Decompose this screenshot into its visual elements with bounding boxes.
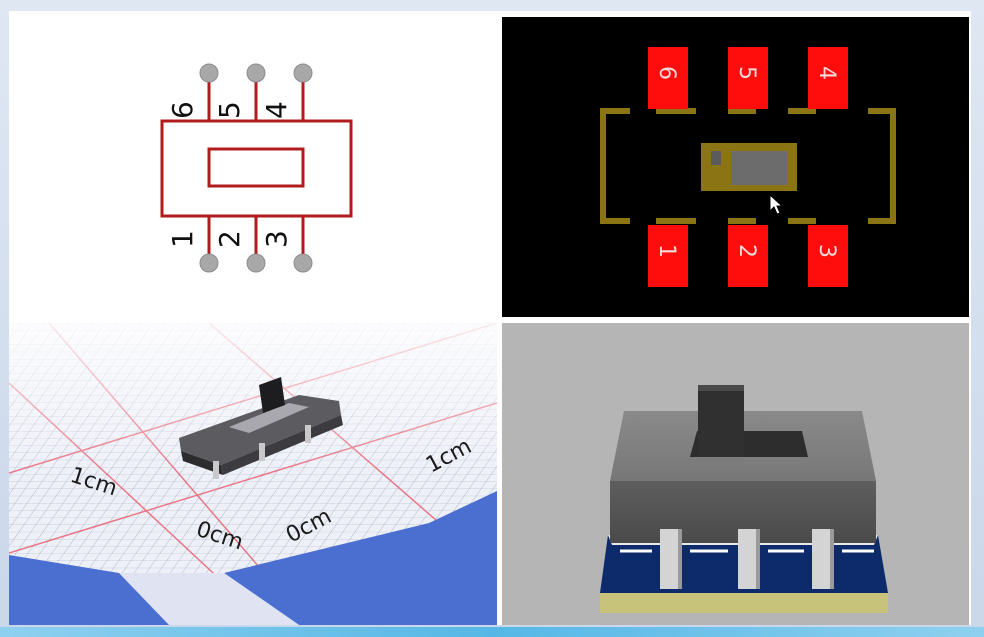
pad-number-1: 1 <box>654 244 679 258</box>
product-photo-panel: 1cm 1cm 0cm 0cm <box>9 323 497 625</box>
pin-dot-3 <box>293 253 313 273</box>
pad-number-6: 6 <box>654 66 679 80</box>
switch-body-outline <box>160 119 353 218</box>
silkscreen-left-bracket <box>600 108 630 224</box>
3d-model-render-panel <box>502 323 969 625</box>
mouse-cursor-icon <box>769 193 784 215</box>
pin-number-4: 4 <box>260 101 293 119</box>
silkscreen-right-bracket <box>868 108 896 224</box>
pad-number-3: 3 <box>814 244 839 258</box>
pin-dot-2 <box>246 253 266 273</box>
pin-dot-1 <box>199 253 219 273</box>
pad-number-4: 4 <box>814 66 839 80</box>
pin-number-1: 1 <box>166 230 199 248</box>
pad-3 <box>808 225 848 287</box>
pad-6 <box>648 47 688 109</box>
pad-4 <box>808 47 848 109</box>
actuator-notch <box>711 151 721 165</box>
actuator-slot <box>731 151 787 185</box>
slide-switch-photo <box>179 377 343 479</box>
blue-mat-right <box>224 491 497 625</box>
pin-number-2: 2 <box>213 230 246 248</box>
schematic-symbol-panel: 6 5 4 1 2 3 <box>9 11 497 317</box>
bottom-accent-strip <box>0 627 984 637</box>
switch-case-front <box>610 481 876 543</box>
pad-1 <box>648 225 688 287</box>
3d-model-render <box>502 323 969 625</box>
pad-5 <box>728 47 768 109</box>
pcb-footprint-panel: 6 5 4 1 2 3 <box>502 17 969 317</box>
pad-number-2: 2 <box>734 244 759 258</box>
pcb-footprint: 6 5 4 1 2 3 <box>600 47 896 287</box>
pin-front-1 <box>660 529 682 589</box>
pin-number-6: 6 <box>166 101 199 119</box>
pad-2 <box>728 225 768 287</box>
pad-number-5: 5 <box>734 66 759 80</box>
pin-front-2 <box>738 529 760 589</box>
slider-actuator-knob <box>698 385 744 457</box>
pin-dot-4 <box>293 63 313 83</box>
pin-number-5: 5 <box>213 101 246 119</box>
switch-actuator-outline <box>207 147 305 188</box>
pin-dot-5 <box>246 63 266 83</box>
schematic-symbol: 6 5 4 1 2 3 <box>160 63 353 273</box>
product-photo: 1cm 1cm 0cm 0cm <box>9 323 497 625</box>
pin-front-3 <box>812 529 834 589</box>
pin-number-3: 3 <box>260 230 293 248</box>
pin-dot-6 <box>199 63 219 83</box>
